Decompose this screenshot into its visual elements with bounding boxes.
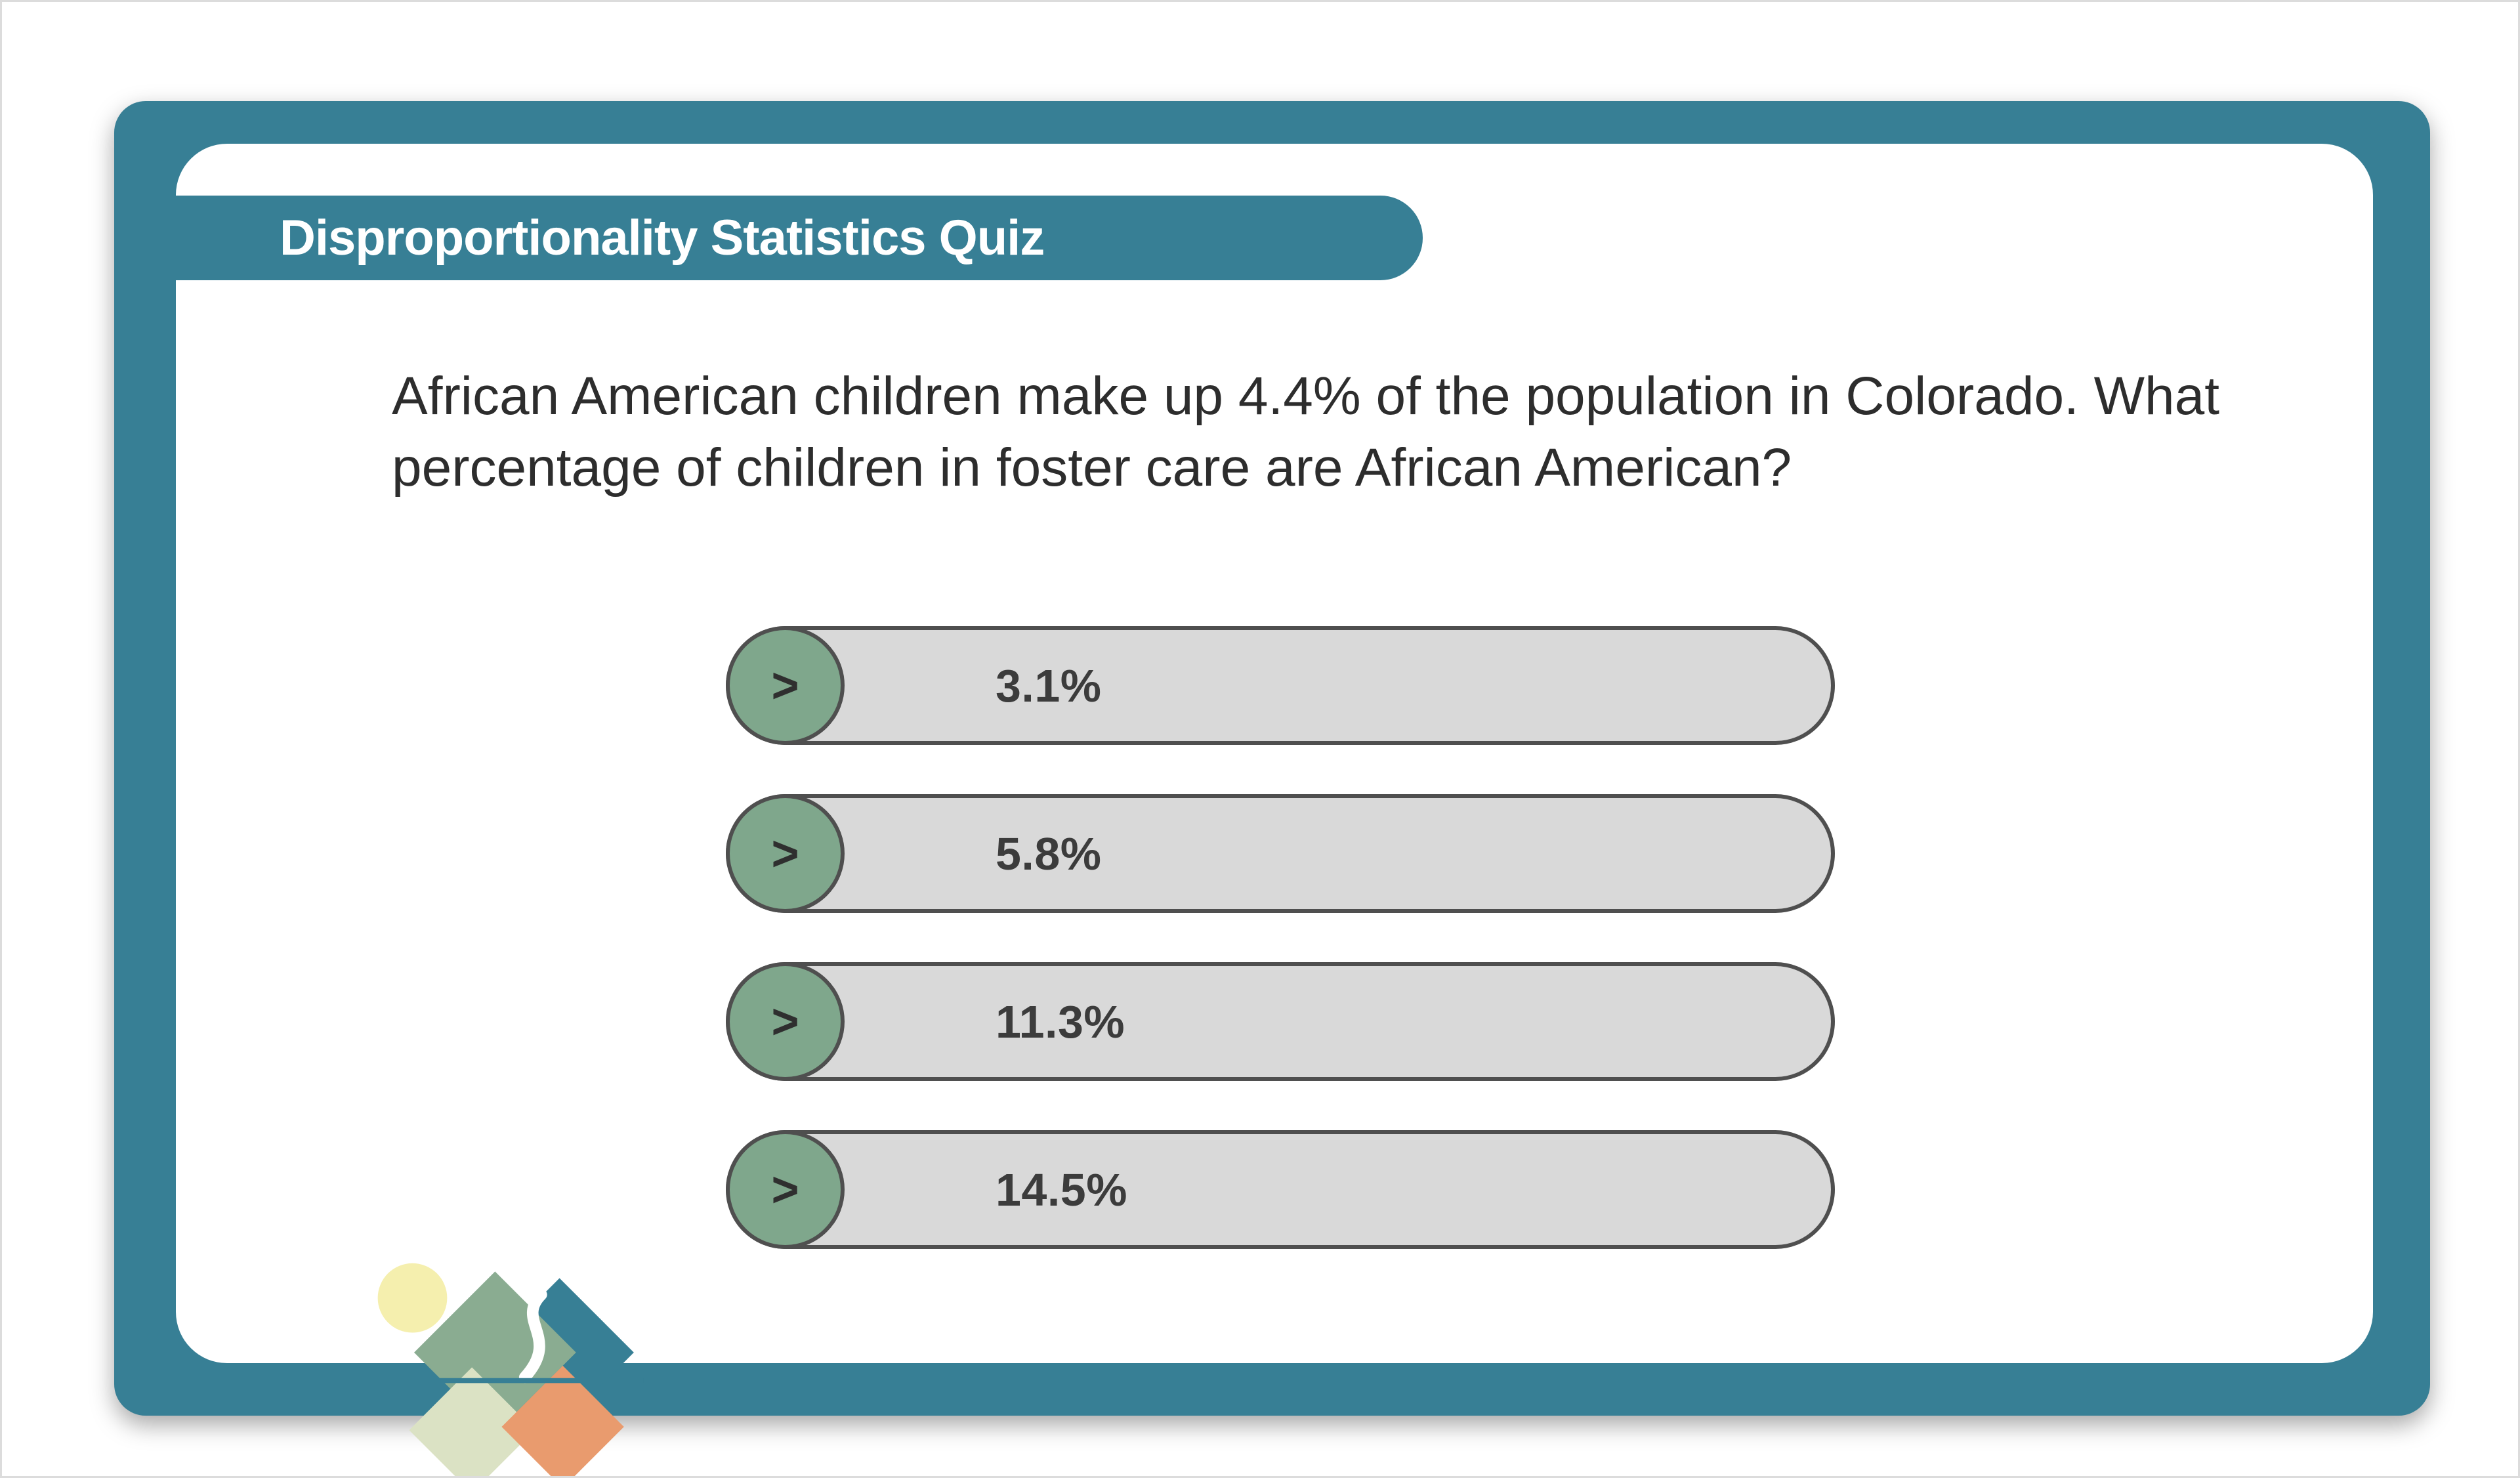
answer-option-3[interactable]: > 11.3% bbox=[726, 962, 1835, 1081]
answer-label: 11.3% bbox=[996, 996, 1125, 1047]
quiz-card: Disproportionality Statistics Quiz Afric… bbox=[176, 144, 2373, 1478]
answer-option-2[interactable]: > 5.8% bbox=[726, 794, 1835, 913]
logo-sun-icon bbox=[377, 1263, 448, 1333]
quiz-title: Disproportionality Statistics Quiz bbox=[280, 210, 1045, 266]
quiz-question: African American children make up 4.4% o… bbox=[392, 366, 2219, 498]
answer-list: > 3.1% > 5.8% > 11.3% > 14.5% bbox=[726, 626, 1835, 1249]
answer-bullet: > bbox=[726, 962, 845, 1081]
answer-label: 14.5% bbox=[996, 1164, 1127, 1215]
answer-bullet: > bbox=[726, 626, 845, 745]
chevron-right-icon: > bbox=[771, 994, 799, 1049]
chevron-right-icon: > bbox=[771, 658, 799, 713]
quiz-frame: Disproportionality Statistics Quiz Afric… bbox=[114, 101, 2430, 1478]
answer-bullet: > bbox=[726, 794, 845, 913]
answer-label: 3.1% bbox=[996, 660, 1102, 711]
answer-option-1[interactable]: > 3.1% bbox=[726, 626, 1835, 745]
chevron-right-icon: > bbox=[771, 826, 799, 881]
logo-orange-diamond-icon bbox=[501, 1365, 624, 1478]
chevron-right-icon: > bbox=[771, 1162, 799, 1217]
answer-label: 5.8% bbox=[996, 828, 1102, 879]
logo-river-icon bbox=[518, 1288, 547, 1383]
answer-bullet: > bbox=[726, 1130, 845, 1249]
answer-option-4[interactable]: > 14.5% bbox=[726, 1130, 1835, 1249]
logo-pale-green-diamond-icon bbox=[409, 1367, 535, 1478]
organization-logo bbox=[366, 1263, 644, 1478]
quiz-title-banner: Disproportionality Statistics Quiz bbox=[176, 196, 1423, 280]
